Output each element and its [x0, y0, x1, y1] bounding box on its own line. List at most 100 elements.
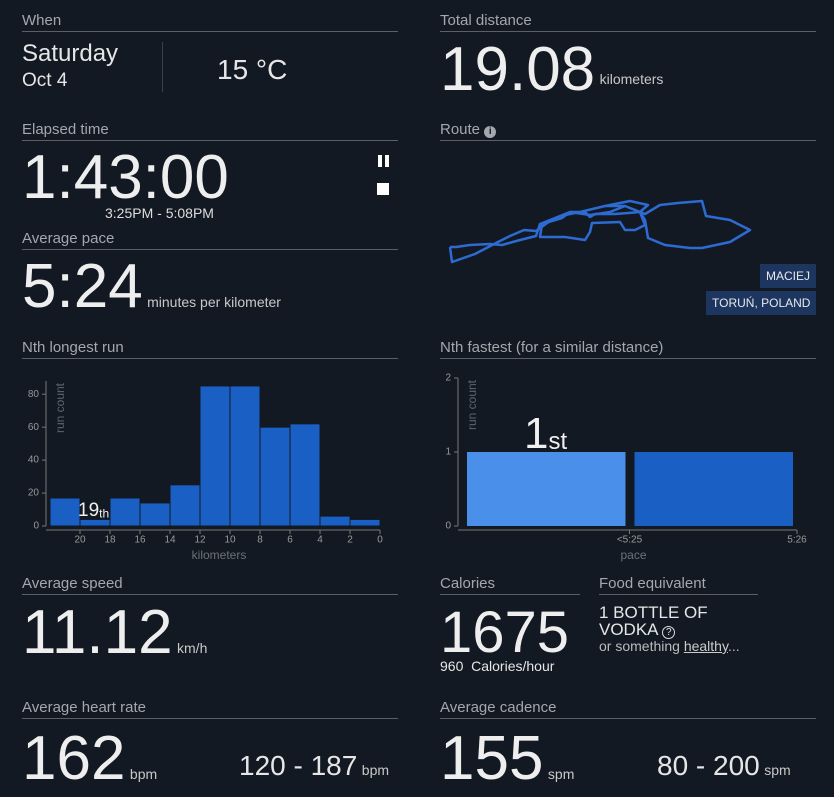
- unit: spm: [764, 762, 791, 778]
- section-label: Average heart rate: [22, 699, 398, 719]
- section-label: Total distance: [440, 12, 816, 32]
- unit: bpm: [129, 766, 158, 782]
- y-tick-label: 20: [28, 488, 40, 499]
- value: 162: [22, 724, 126, 793]
- section-label: Average pace: [22, 230, 398, 250]
- bar: [467, 452, 626, 526]
- x-tick-label: 14: [164, 535, 176, 546]
- section-label: Food equivalent: [599, 575, 758, 595]
- section-label: Route i: [440, 121, 816, 141]
- route-map: [448, 199, 752, 264]
- x-tick-label: 18: [104, 535, 116, 546]
- bar: [199, 385, 231, 527]
- date: Oct 4: [22, 70, 68, 91]
- metric: 19.08 kilometers: [440, 39, 663, 101]
- range: 80 - 200 spm: [657, 750, 791, 782]
- y-tick-label: 40: [28, 455, 40, 466]
- route-path: [538, 199, 752, 250]
- metric: 155 spm: [440, 728, 574, 790]
- y-axis-label: run count: [465, 379, 479, 430]
- x-tick-label: 10: [224, 535, 236, 546]
- section-label: Elapsed time: [22, 121, 398, 141]
- label: Route: [440, 121, 481, 138]
- help-icon[interactable]: ?: [662, 626, 676, 639]
- metric: 11.12 km/h: [22, 602, 207, 664]
- bar: [319, 515, 351, 527]
- metric: 5:24 minutes per kilometer: [22, 256, 281, 318]
- x-axis-label: kilometers: [192, 548, 247, 562]
- unit: kilometers: [599, 71, 664, 87]
- value: 5:24: [22, 252, 143, 321]
- x-axis-label: pace: [620, 548, 646, 562]
- annotation: 1st: [524, 409, 567, 458]
- info-icon[interactable]: i: [484, 126, 497, 138]
- unit: bpm: [361, 762, 390, 778]
- alternative: or something: [599, 638, 680, 654]
- y-tick-label: 80: [28, 389, 40, 400]
- x-tick-label: 4: [317, 535, 323, 546]
- annotation: 19th: [78, 500, 109, 521]
- bar: [289, 423, 321, 527]
- y-axis-label: run count: [53, 382, 67, 433]
- y-tick-label: 2: [445, 373, 451, 384]
- x-tick-label: 0: [377, 535, 383, 546]
- bar: [79, 518, 111, 527]
- bar: [349, 518, 381, 527]
- x-tick-label: <5:25: [617, 535, 643, 546]
- section-label: Calories: [440, 575, 580, 595]
- x-tick-label: 6: [287, 535, 293, 546]
- y-tick-label: 0: [445, 521, 451, 532]
- food-alternative: or something healthy...: [599, 638, 740, 654]
- y-tick-label: 1: [445, 447, 451, 458]
- y-tick-label: 0: [33, 521, 39, 532]
- x-tick-label: 20: [74, 535, 86, 546]
- bar: [169, 484, 201, 527]
- route-path: [448, 199, 650, 264]
- ellipsis: ...: [727, 638, 740, 654]
- x-tick-label: 8: [257, 535, 263, 546]
- rate-unit: Calories/hour: [471, 658, 555, 674]
- range-value: 80 - 200: [657, 750, 760, 781]
- x-tick-label: 5:26: [787, 535, 807, 546]
- range: 120 - 187 bpm: [239, 750, 389, 782]
- annotation-suffix: st: [548, 429, 567, 456]
- temperature: 15 °C: [217, 54, 288, 85]
- item: 1 BOTTLE OF VODKA: [599, 603, 708, 639]
- pause-button[interactable]: [378, 155, 390, 167]
- section-label: Nth longest run: [22, 339, 398, 359]
- value: 1:43:00: [22, 143, 229, 212]
- range-value: 120 - 187: [239, 750, 358, 781]
- rate: 960 Calories/hour: [440, 658, 554, 674]
- value: 19.08: [440, 35, 596, 104]
- bar: [259, 426, 291, 527]
- section-label: Average speed: [22, 575, 398, 595]
- bar: [109, 497, 141, 527]
- link[interactable]: healthy: [683, 638, 728, 654]
- value: 11.12: [22, 598, 173, 667]
- runner-tag: MACIEJ: [760, 264, 817, 288]
- section-label: Average cadence: [440, 699, 816, 719]
- stop-button[interactable]: [377, 183, 389, 195]
- food-item: 1 BOTTLE OF VODKA ?: [599, 604, 739, 639]
- bar: [229, 385, 261, 527]
- unit: km/h: [177, 640, 208, 656]
- divider: [162, 42, 163, 92]
- y-tick-label: 60: [28, 422, 40, 433]
- location-tag: TORUŃ, POLAND: [706, 291, 817, 315]
- bar: [634, 452, 793, 526]
- annotation-number: 19: [78, 500, 99, 521]
- x-tick-label: 16: [134, 535, 146, 546]
- day: Saturday: [22, 40, 119, 67]
- rate-value: 960: [440, 658, 464, 674]
- x-tick-label: 12: [194, 535, 206, 546]
- metric: 162 bpm: [22, 728, 157, 790]
- annotation-number: 1: [524, 409, 548, 458]
- x-tick-label: 2: [347, 535, 353, 546]
- unit: minutes per kilometer: [147, 294, 281, 310]
- unit: spm: [547, 766, 575, 782]
- annotation-suffix: th: [99, 507, 109, 521]
- section-label: When: [22, 12, 398, 32]
- value: 1675: [440, 600, 570, 665]
